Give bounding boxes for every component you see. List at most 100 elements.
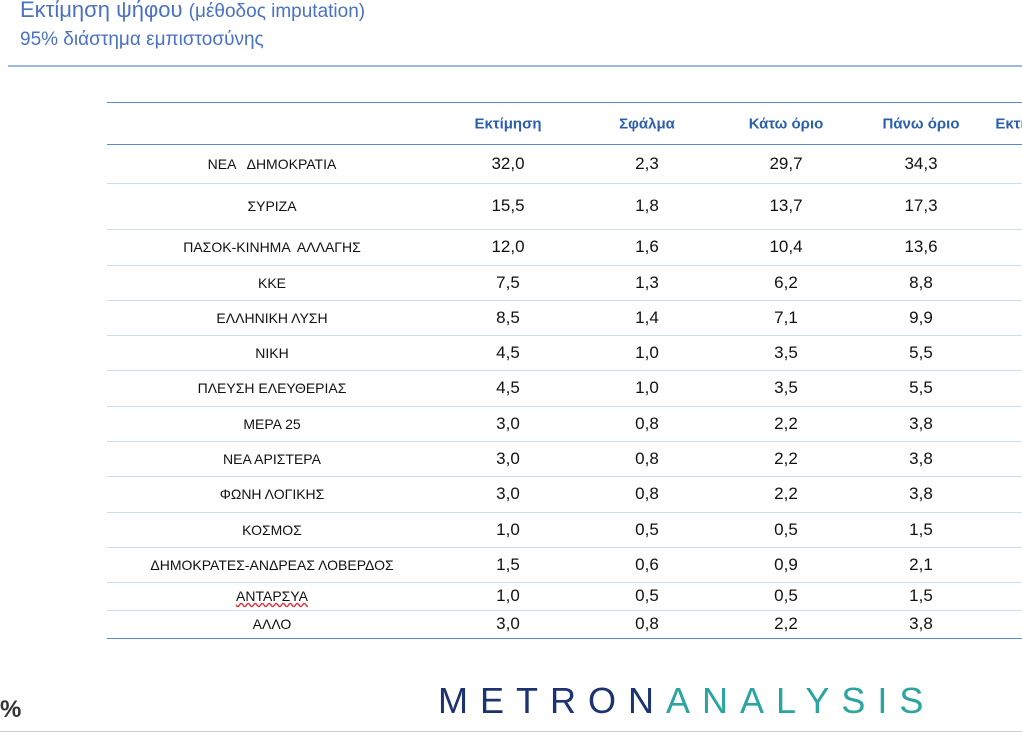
party-name: ΑΝΤΑΡΣΥΑ (236, 588, 308, 604)
value-cell: 1,5 (496, 554, 520, 574)
value-cell: 9,9 (909, 307, 933, 327)
value-cell: 8,5 (496, 307, 520, 327)
subtitle: 95% διάστημα εμπιστοσύνης (20, 29, 264, 50)
value-cell: 34,3 (904, 154, 938, 173)
value-cell: 0,9 (774, 554, 798, 574)
value-cell: 3,0 (496, 614, 520, 633)
value-cell: 2,2 (774, 484, 798, 503)
value-cell: 13,6 (904, 237, 938, 256)
value-cell: 0,8 (635, 614, 659, 633)
column-header: Εκτίμηση (474, 115, 542, 133)
row-rule (107, 582, 1022, 583)
row-rule (107, 229, 1022, 230)
value-cell: 13,7 (769, 196, 803, 215)
value-cell: 1,0 (496, 586, 520, 605)
value-cell: 5,5 (909, 378, 933, 397)
row-rule (107, 406, 1022, 407)
value-cell: 2,2 (774, 448, 798, 468)
value-cell: 4,5 (496, 378, 520, 397)
column-header: Πάνω όριο (882, 115, 960, 133)
logo-right: ANALYSIS (666, 680, 936, 721)
row-rule (107, 265, 1022, 266)
value-cell: 3,8 (909, 614, 933, 633)
value-cell: 3,8 (909, 413, 933, 433)
value-cell: 7,1 (774, 307, 798, 327)
value-cell: 17,3 (904, 196, 938, 215)
value-cell: 3,0 (496, 484, 520, 503)
logo-left: METRON (438, 680, 666, 721)
value-cell: 0,5 (635, 586, 659, 605)
value-cell: 3,5 (774, 342, 798, 362)
value-cell: 0,6 (635, 554, 659, 574)
value-cell: 2,2 (774, 413, 798, 433)
value-cell: 0,5 (774, 519, 798, 539)
column-header: Κάτω όριο (748, 115, 824, 133)
party-name: ΝΕΑ ΑΡΙΣΤΕΡΑ (223, 450, 321, 467)
value-cell: 5,5 (909, 342, 933, 362)
value-cell: 2,3 (635, 154, 659, 173)
title-line: Εκτίμηση ψήφου (μέθοδος imputation) (20, 0, 365, 23)
row-rule (107, 476, 1022, 477)
value-cell: 1,5 (909, 586, 933, 605)
value-cell: 8,8 (909, 272, 933, 292)
value-cell: 7,5 (496, 272, 520, 292)
value-cell: 2,2 (774, 614, 798, 633)
header-rule (8, 65, 1022, 67)
value-cell: 0,5 (774, 586, 798, 605)
value-cell: 1,0 (635, 378, 659, 397)
party-name: ΠΛΕΥΣΗ ΕΛΕΥΘΕΡΙΑΣ (197, 380, 347, 396)
bottom-rule (0, 731, 1022, 732)
method: (μέθοδος imputation) (188, 1, 366, 22)
logo: METRONANALYSIS (438, 680, 935, 722)
party-name: ΝΙΚΗ (255, 344, 289, 361)
title: Εκτίμηση ψήφου (20, 0, 183, 22)
value-cell: 0,8 (635, 448, 659, 468)
table-top-rule (107, 102, 1022, 103)
value-cell: 3,8 (909, 484, 933, 503)
party-name: ΑΛΛΟ (252, 616, 292, 632)
value-cell: 3,5 (774, 378, 798, 397)
value-cell: 4,5 (496, 342, 520, 362)
value-cell: 32,0 (491, 154, 525, 173)
column-header: Εκτί (995, 115, 1022, 133)
value-cell: 1,0 (635, 342, 659, 362)
party-name: ΝΕΑ ΔΗΜΟΚΡΑΤΙΑ (207, 156, 337, 172)
party-name: ΚΚΕ (257, 274, 287, 291)
party-name: ΔΗΜΟΚΡΑΤΕΣ-ΑΝΔΡΕΑΣ ΛΟΒΕΡΔΟΣ (150, 556, 394, 573)
value-cell: 3,0 (496, 448, 520, 468)
party-name: ΜΕΡΑ 25 (243, 415, 301, 432)
value-cell: 1,0 (496, 519, 520, 539)
value-cell: 1,4 (635, 307, 659, 327)
row-rule (107, 370, 1022, 371)
value-cell: 2,1 (909, 554, 933, 574)
row-rule (107, 547, 1022, 548)
unit: % (0, 696, 22, 723)
row-rule (107, 441, 1022, 442)
party-name: ΕΛΛΗΝΙΚΗ ΛΥΣΗ (216, 309, 328, 326)
value-cell: 1,5 (909, 519, 933, 539)
value-cell: 1,3 (635, 272, 659, 292)
value-cell: 1,8 (635, 196, 659, 215)
value-cell: 3,0 (496, 413, 520, 433)
party-name: ΠΑΣΟΚ-ΚΙΝΗΜΑ ΑΛΛΑΓΗΣ (183, 239, 361, 255)
value-cell: 0,8 (635, 484, 659, 503)
party-name: ΚΟΣΜΟΣ (242, 521, 302, 538)
value-cell: 15,5 (491, 196, 525, 215)
row-rule (107, 610, 1022, 611)
row-rule (107, 335, 1022, 336)
value-cell: 12,0 (491, 237, 525, 256)
value-cell: 29,7 (769, 154, 803, 173)
party-name: ΦΩΝΗ ΛΟΓΙΚΗΣ (219, 486, 325, 502)
row-rule (107, 183, 1022, 184)
row-rule (107, 512, 1022, 513)
value-cell: 10,4 (769, 237, 803, 256)
header-rule (107, 144, 1022, 145)
value-cell: 0,5 (635, 519, 659, 539)
value-cell: 6,2 (774, 272, 798, 292)
table-bottom-rule (107, 638, 1022, 639)
party-name: ΣΥΡΙΖΑ (247, 198, 297, 214)
value-cell: 0,8 (635, 413, 659, 433)
row-rule (107, 300, 1022, 301)
value-cell: 3,8 (909, 448, 933, 468)
